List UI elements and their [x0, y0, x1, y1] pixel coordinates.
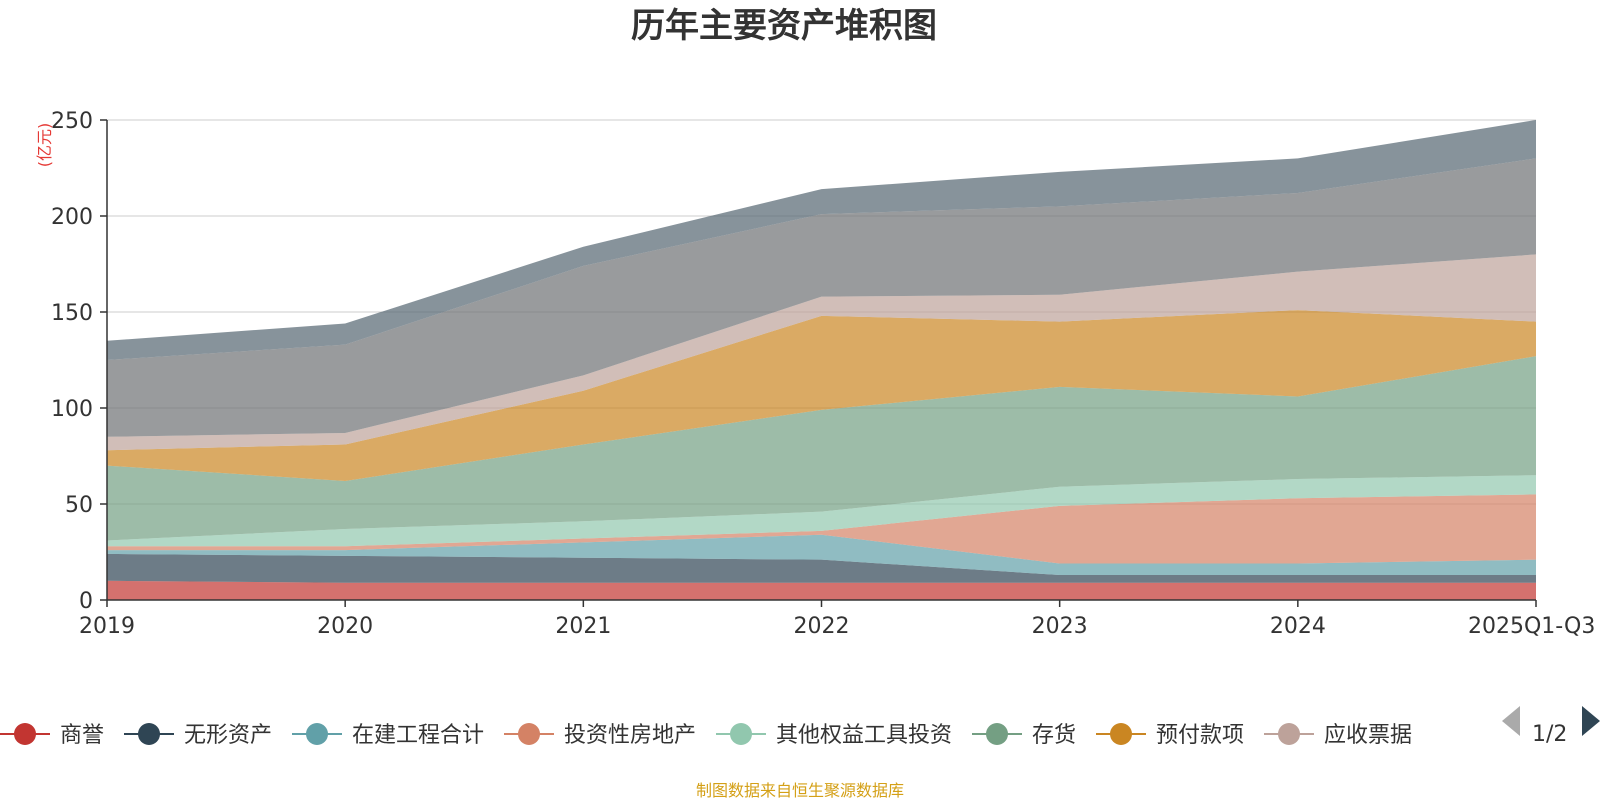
legend-pager[interactable]: 1/2: [1502, 706, 1600, 747]
legend-circle-icon: [14, 723, 36, 745]
y-axis-unit-label: (亿元): [35, 123, 54, 168]
legend-label: 商誉: [60, 723, 104, 748]
x-tick-label: 2019: [79, 614, 135, 639]
area-series-9: [107, 158, 1536, 437]
legend-label: 在建工程合计: [352, 723, 484, 748]
area-series-2: [107, 553, 1536, 583]
x-tick-label: 2021: [555, 614, 611, 639]
area-series-1: [107, 580, 1536, 600]
x-tick-label: 2023: [1032, 614, 1088, 639]
legend-page-indicator: 1/2: [1532, 722, 1567, 747]
x-tick-label: 2022: [794, 614, 850, 639]
legend-circle-icon: [1278, 723, 1300, 745]
chart-title: 历年主要资产堆积图: [631, 6, 937, 46]
area-series-4: [107, 494, 1536, 564]
x-tick-label: 2024: [1270, 614, 1326, 639]
legend-item[interactable]: 商誉: [0, 723, 104, 748]
legend-circle-icon: [1110, 723, 1132, 745]
legend-item[interactable]: 应收票据: [1264, 723, 1412, 748]
legend-prev-arrow-icon[interactable]: [1502, 706, 1520, 736]
legend-item[interactable]: 其他权益工具投资: [716, 723, 952, 748]
area-series-5: [107, 475, 1536, 547]
legend-circle-icon: [518, 723, 540, 745]
legend-item[interactable]: 无形资产: [124, 723, 272, 748]
axes: 2019 2020 2021 2022 2023 2024 2025Q1-Q3: [79, 119, 1595, 639]
area-series-3: [107, 534, 1536, 576]
legend-item[interactable]: 在建工程合计: [292, 723, 484, 748]
area-series-7: [107, 310, 1536, 481]
legend-circle-icon: [138, 723, 160, 745]
y-tick-label: 150: [51, 301, 93, 326]
x-tick-label: 2020: [317, 614, 373, 639]
legend-circle-icon: [306, 723, 328, 745]
legend: 商誉 无形资产 在建工程合计 投资性房地产 其他权益工具投资 存货 预付款项 应收票据: [0, 723, 1412, 748]
legend-label: 预付款项: [1156, 723, 1244, 748]
data-source-note: 制图数据来自恒生聚源数据库: [696, 781, 904, 800]
y-tick-label: 0: [79, 589, 93, 614]
legend-label: 存货: [1032, 723, 1076, 748]
legend-label: 应收票据: [1324, 723, 1412, 748]
legend-next-arrow-icon[interactable]: [1582, 706, 1600, 736]
y-tick-label: 250: [51, 109, 93, 134]
y-tick-label: 50: [65, 493, 93, 518]
y-tick-label: 100: [51, 397, 93, 422]
legend-item[interactable]: 预付款项: [1096, 723, 1244, 748]
area-series-10: [107, 120, 1536, 360]
legend-label: 其他权益工具投资: [776, 723, 952, 748]
x-tick-label: 2025Q1-Q3: [1468, 614, 1595, 639]
area-series-8: [107, 254, 1536, 451]
legend-circle-icon: [986, 723, 1008, 745]
legend-item[interactable]: 投资性房地产: [504, 723, 696, 748]
area-series: [107, 120, 1536, 600]
legend-label: 投资性房地产: [564, 723, 696, 748]
area-series-6: [107, 356, 1536, 541]
legend-item[interactable]: 存货: [972, 723, 1076, 748]
legend-label: 无形资产: [184, 723, 272, 748]
y-tick-label: 200: [51, 205, 93, 230]
legend-circle-icon: [730, 723, 752, 745]
